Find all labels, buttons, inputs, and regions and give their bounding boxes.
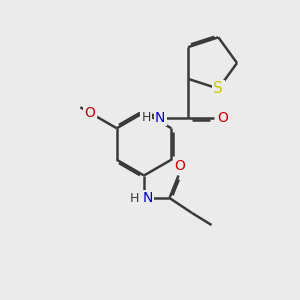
Text: O: O [85,106,95,120]
Text: N: N [155,111,165,125]
Text: O: O [175,160,185,173]
Text: S: S [214,81,223,96]
Text: N: N [142,191,153,205]
Text: H: H [142,111,151,124]
Text: H: H [129,191,139,205]
Text: O: O [217,111,228,125]
